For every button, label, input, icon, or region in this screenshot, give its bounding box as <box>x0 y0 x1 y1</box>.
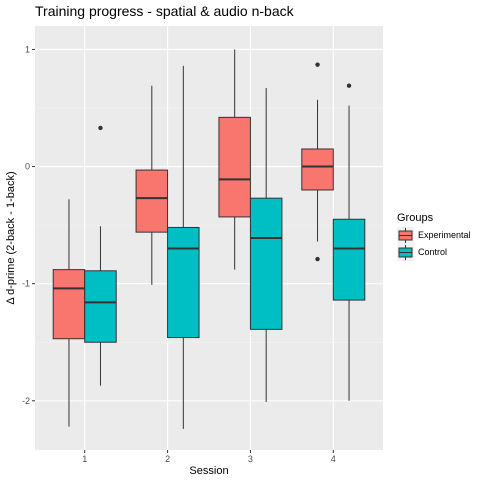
box-experimental-session-3 <box>218 49 251 270</box>
box-experimental-session-4 <box>301 62 334 262</box>
box-iqr <box>167 226 200 339</box>
legend-label: Control <box>418 247 447 257</box>
box-control-session-1 <box>84 125 117 386</box>
series-experimental <box>52 49 334 427</box>
box-control-session-2 <box>167 65 200 429</box>
y-tick-label: -1 <box>22 279 30 289</box>
x-tick-label: 4 <box>331 454 336 464</box>
box-control-session-4 <box>332 83 366 401</box>
box-iqr <box>249 197 283 330</box>
outlier-point <box>315 62 320 67</box>
y-tick-label: 1 <box>25 44 30 54</box>
series-control <box>84 65 366 429</box>
outlier-point <box>98 125 103 131</box>
y-axis: -2 -1 0 1 <box>22 44 35 406</box>
box-experimental-session-1 <box>52 199 86 427</box>
legend-title: Groups <box>397 212 434 224</box>
plot-panel <box>35 26 383 450</box>
legend: Groups Experimental Control <box>397 212 471 261</box>
chart-title: Training progress - spatial & audio n-ba… <box>35 3 295 19</box>
x-axis: 1 2 3 4 <box>82 450 336 464</box>
x-axis-title: Session <box>189 465 228 477</box>
box-experimental-session-2 <box>135 85 169 285</box>
box-iqr <box>332 218 366 301</box>
boxplot-series <box>52 49 366 429</box>
box-iqr <box>135 169 169 233</box>
outlier-point <box>346 83 352 88</box>
legend-item-experimental: Experimental <box>397 227 471 244</box>
y-tick-label: 0 <box>25 162 30 172</box>
x-tick-label: 2 <box>165 454 170 464</box>
outlier-point <box>315 256 320 262</box>
legend-label: Experimental <box>418 230 471 240</box>
box-iqr <box>84 270 117 343</box>
x-tick-label: 3 <box>248 454 253 464</box>
x-tick-label: 1 <box>82 454 87 464</box>
box-iqr <box>218 116 251 218</box>
y-axis-title: Δ d-prime (2-back - 1-back) <box>5 171 17 304</box>
box-iqr <box>52 269 86 340</box>
y-tick-label: -2 <box>22 396 30 406</box>
legend-item-control: Control <box>397 244 447 261</box>
box-iqr <box>301 148 334 191</box>
box-control-session-3 <box>249 88 283 402</box>
